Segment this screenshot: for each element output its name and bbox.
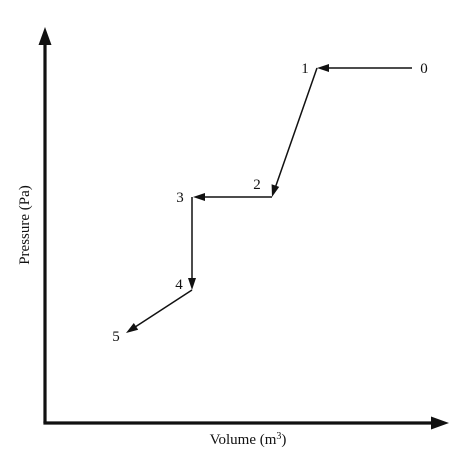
state-point-labels: 0 1 2 3 4 5	[112, 61, 428, 345]
point-label-3: 3	[176, 190, 184, 206]
point-label-5: 5	[112, 329, 120, 345]
segment-3-4-arrowhead	[188, 278, 196, 290]
point-label-4: 4	[175, 277, 183, 293]
point-label-0: 0	[420, 61, 428, 77]
segment-4-5-arrowhead	[126, 323, 139, 333]
x-axis-label-superscript: 3	[276, 431, 281, 442]
point-label-1: 1	[301, 61, 309, 77]
x-axis-label-close: )	[281, 432, 286, 448]
x-axis-arrowhead	[431, 416, 449, 430]
point-label-2: 2	[253, 177, 261, 193]
y-axis-label: Pressure (Pa)	[17, 185, 33, 265]
x-axis-label: Volume (m3)	[210, 431, 287, 448]
segment-0-1-arrowhead	[317, 64, 329, 72]
segment-4-5	[132, 289, 193, 329]
segment-1-2	[274, 67, 318, 188]
y-axis-arrowhead	[38, 27, 52, 45]
x-axis-label-text: Volume (m	[210, 432, 277, 448]
segment-1-2-arrowhead	[271, 184, 280, 197]
process-path	[126, 64, 412, 333]
segment-2-3-arrowhead	[193, 193, 205, 201]
